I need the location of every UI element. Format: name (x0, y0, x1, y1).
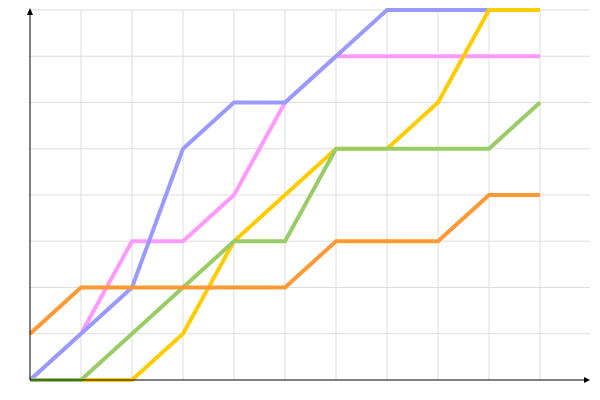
axes (27, 8, 590, 383)
series-line-1 (28, 8, 540, 382)
series-line-3 (30, 101, 542, 382)
y-axis-arrow (27, 8, 33, 15)
x-axis-arrow (584, 377, 590, 383)
series-line-4 (28, 193, 540, 336)
